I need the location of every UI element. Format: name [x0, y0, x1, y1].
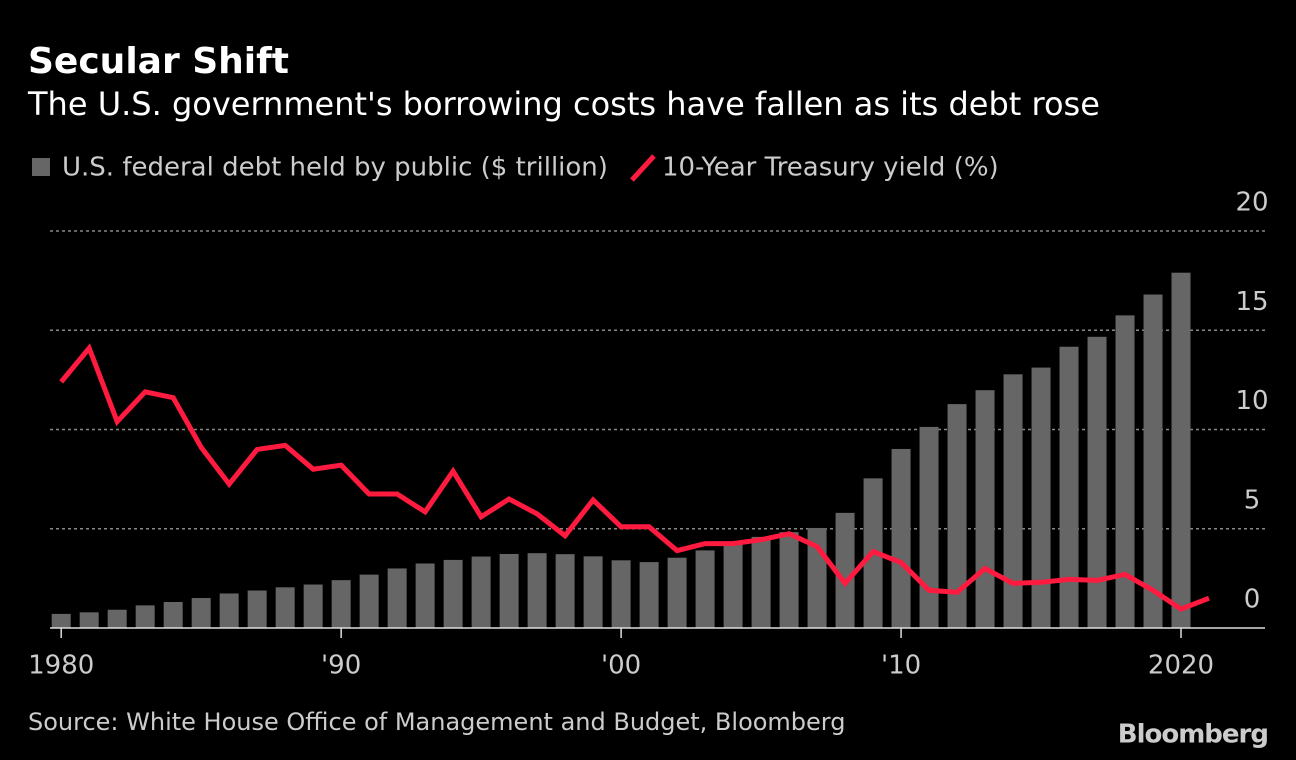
- bar: [947, 404, 967, 628]
- y-tick-label: 10: [1235, 386, 1268, 416]
- y-tick-label: 0: [1244, 585, 1261, 615]
- brand-logo: Bloomberg: [1118, 720, 1268, 750]
- chart-title: Secular Shift: [28, 41, 289, 82]
- bar: [247, 590, 267, 628]
- bar: [443, 559, 463, 628]
- bar: [1059, 346, 1079, 628]
- bar: [1031, 367, 1051, 628]
- bar: [359, 574, 379, 628]
- x-tick-label: '00: [601, 651, 641, 681]
- bar: [499, 553, 519, 628]
- bar: [1003, 374, 1023, 628]
- y-tick-label: 5: [1244, 485, 1261, 515]
- bar: [219, 593, 239, 628]
- legend-swatch: [630, 154, 656, 182]
- legend-swatch: [32, 158, 50, 176]
- bar: [779, 532, 799, 628]
- bar: [583, 556, 603, 628]
- legend-label: U.S. federal debt held by public ($ tril…: [62, 153, 608, 183]
- y-tick-label: 20: [1235, 188, 1268, 218]
- bar: [163, 601, 183, 628]
- bar: [975, 390, 995, 628]
- bar: [723, 542, 743, 628]
- bar: [695, 550, 715, 628]
- bar: [1143, 294, 1163, 628]
- bar: [835, 512, 855, 628]
- x-tick-label: '10: [881, 651, 921, 681]
- bar: [79, 612, 99, 628]
- bar: [639, 562, 659, 628]
- bar: [331, 580, 351, 628]
- bar: [303, 584, 323, 628]
- bar: [1087, 336, 1107, 628]
- bar: [1171, 272, 1191, 628]
- chart-subtitle: The U.S. government's borrowing costs ha…: [27, 85, 1100, 123]
- bar: [387, 568, 407, 628]
- legend-label: 10-Year Treasury yield (%): [662, 153, 999, 183]
- bar: [107, 609, 127, 628]
- bar: [415, 563, 435, 628]
- bar: [751, 536, 771, 628]
- bar: [275, 587, 295, 628]
- x-tick-label: 1980: [28, 651, 94, 681]
- bar: [135, 605, 155, 628]
- bar: [51, 613, 71, 628]
- line: [59, 343, 1210, 612]
- bar: [1115, 315, 1135, 628]
- bar: [527, 553, 547, 628]
- x-tick-label: 2020: [1148, 651, 1214, 681]
- bar: [611, 560, 631, 628]
- bar: [555, 554, 575, 628]
- bar: [191, 598, 211, 628]
- bar: [919, 426, 939, 628]
- source: Source: White House Office of Management…: [28, 708, 846, 736]
- y-tick-label: 15: [1235, 287, 1268, 317]
- bar: [471, 556, 491, 628]
- bar: [667, 557, 687, 628]
- bar: [891, 448, 911, 628]
- x-tick-label: '90: [321, 651, 361, 681]
